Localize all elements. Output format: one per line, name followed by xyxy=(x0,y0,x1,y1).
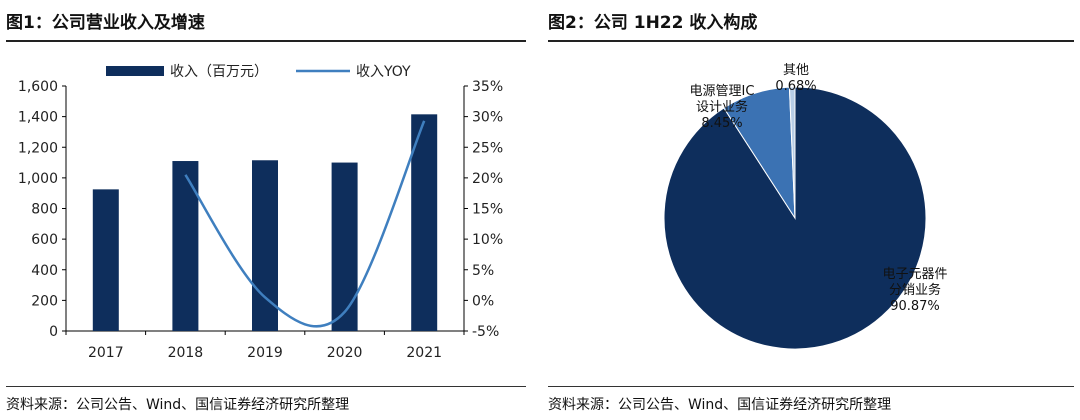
revenue-chart: 0 200 400 600 800 1,000 1,200 1,400 1,600 -5% 0% 5%… xyxy=(18,64,503,361)
pie-slice xyxy=(663,86,927,350)
y2-tick-label: -5% xyxy=(472,324,499,340)
y-tick-label: 800 xyxy=(31,202,58,218)
legend-label-line: 收入YOY xyxy=(356,64,411,80)
pie-label: 电子元器件 xyxy=(882,267,947,282)
x-tick-label: 2018 xyxy=(168,345,204,361)
right-panel: 图2：公司 1H22 收入构成 电子元器件 分销业务 90.87% 电源管理IC 设计业… xyxy=(548,0,1074,420)
x-tick-label: 2017 xyxy=(88,345,124,361)
y-tick-label: 600 xyxy=(31,232,58,248)
title-rule-left xyxy=(6,40,526,42)
pie-label: 其他 xyxy=(783,63,809,78)
y2-tick-label: 5% xyxy=(472,263,494,279)
y2-tick-label: 10% xyxy=(472,232,503,248)
revenue-bar xyxy=(172,161,199,331)
pie-label: 电源管理IC xyxy=(690,84,755,99)
source-rule-left xyxy=(6,386,526,387)
y2-tick-label: 0% xyxy=(472,293,494,309)
revenue-bar xyxy=(411,114,438,331)
y-tick-label: 1,000 xyxy=(18,171,58,187)
pie-label: 设计业务 xyxy=(696,99,748,115)
y-tick-label: 400 xyxy=(31,263,58,279)
y-tick-label: 1,400 xyxy=(18,110,58,126)
y2-tick-label: 25% xyxy=(472,140,503,156)
legend-swatch-bar xyxy=(106,66,164,76)
source-note-right: 资料来源：公司公告、Wind、国信证券经济研究所整理 xyxy=(548,397,892,413)
y2-tick-label: 15% xyxy=(472,202,503,218)
yoy-line xyxy=(184,120,426,328)
title-rule-right xyxy=(548,40,1074,42)
pie-label: 0.68% xyxy=(775,79,816,94)
y2-tick-label: 20% xyxy=(472,171,503,187)
pie-slice xyxy=(788,86,796,219)
y-tick-label: 1,200 xyxy=(18,140,58,156)
revenue-bar xyxy=(331,162,358,331)
legend-label-bar: 收入（百万元） xyxy=(170,64,268,80)
x-tick-label: 2020 xyxy=(327,345,363,361)
y2-tick-label: 35% xyxy=(472,79,503,95)
revenue-bar xyxy=(92,189,119,331)
chart-title-left: 图1：公司营业收入及增速 xyxy=(6,13,205,33)
source-note-left: 资料来源：公司公告、Wind、国信证券经济研究所整理 xyxy=(6,397,350,413)
chart-title-right: 图2：公司 1H22 收入构成 xyxy=(548,13,758,33)
pie-label: 8.45% xyxy=(701,116,742,131)
y-tick-label: 1,600 xyxy=(18,79,58,95)
pie-label: 分销业务 xyxy=(889,282,941,298)
y2-tick-label: 30% xyxy=(472,110,503,126)
x-tick-label: 2021 xyxy=(406,345,442,361)
source-rule-right xyxy=(548,386,1074,387)
revenue-bar xyxy=(252,160,278,331)
left-panel: 图1：公司营业收入及增速 0 200 400 600 800 1,000 1,200 1,40… xyxy=(6,0,526,420)
x-tick-label: 2019 xyxy=(247,345,283,361)
pie-label: 90.87% xyxy=(890,299,940,314)
y-tick-label: 200 xyxy=(31,293,58,309)
y-tick-label: 0 xyxy=(49,324,58,340)
